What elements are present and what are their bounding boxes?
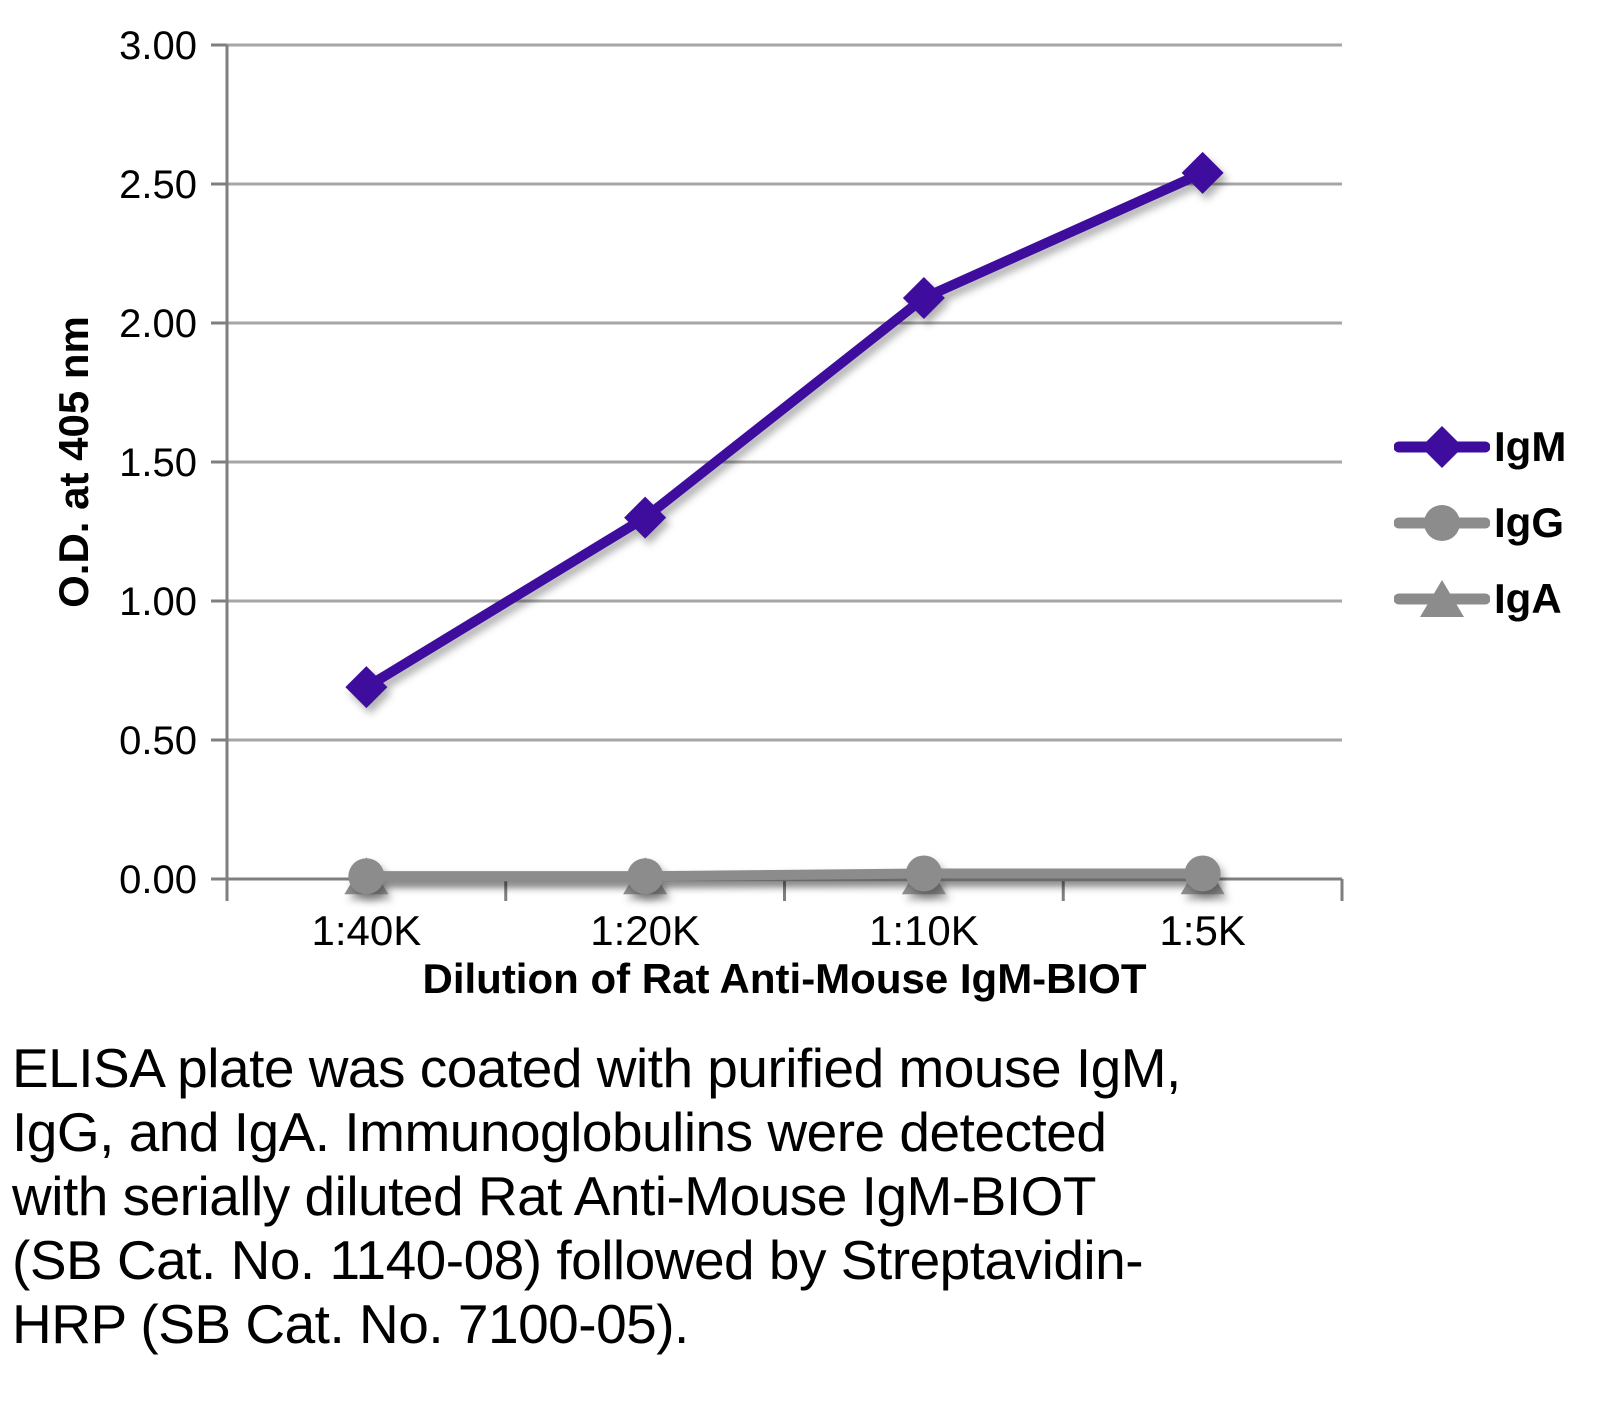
svg-text:0.50: 0.50 [119,719,197,763]
svg-text:1:20K: 1:20K [590,907,700,954]
svg-text:3.00: 3.00 [119,24,197,68]
legend-label-igm: IgM [1494,423,1567,470]
chart-plot-area: 0.00 0.50 1.00 1.50 2.00 2.50 3.00 1:40K 1:20K 1:… [119,24,1344,954]
svg-text:2.00: 2.00 [119,302,197,346]
svg-text:1:40K: 1:40K [311,907,421,954]
legend-label-iga: IgA [1494,575,1562,622]
svg-text:2.50: 2.50 [119,163,197,207]
figure-caption: ELISA plate was coated with purified mou… [12,1037,1181,1355]
legend-item-igg: IgG [1393,499,1566,546]
x-axis-title: Dilution of Rat Anti-Mouse IgM-BIOT [422,955,1147,1002]
y-axis-title: O.D. at 405 nm [50,316,97,608]
igg-circle-line-icon [1393,500,1491,546]
svg-text:1:10K: 1:10K [869,907,979,954]
legend-label-igg: IgG [1494,499,1564,546]
svg-text:1:5K: 1:5K [1159,907,1245,954]
legend-item-iga: IgA [1393,575,1566,622]
svg-text:1.00: 1.00 [119,580,197,624]
svg-text:0.00: 0.00 [119,858,197,902]
svg-text:1.50: 1.50 [119,441,197,485]
legend: IgM IgG IgA [1393,423,1567,652]
iga-triangle-line-icon [1393,576,1491,622]
legend-item-igm: IgM [1393,423,1567,470]
igm-diamond-line-icon [1393,424,1491,470]
